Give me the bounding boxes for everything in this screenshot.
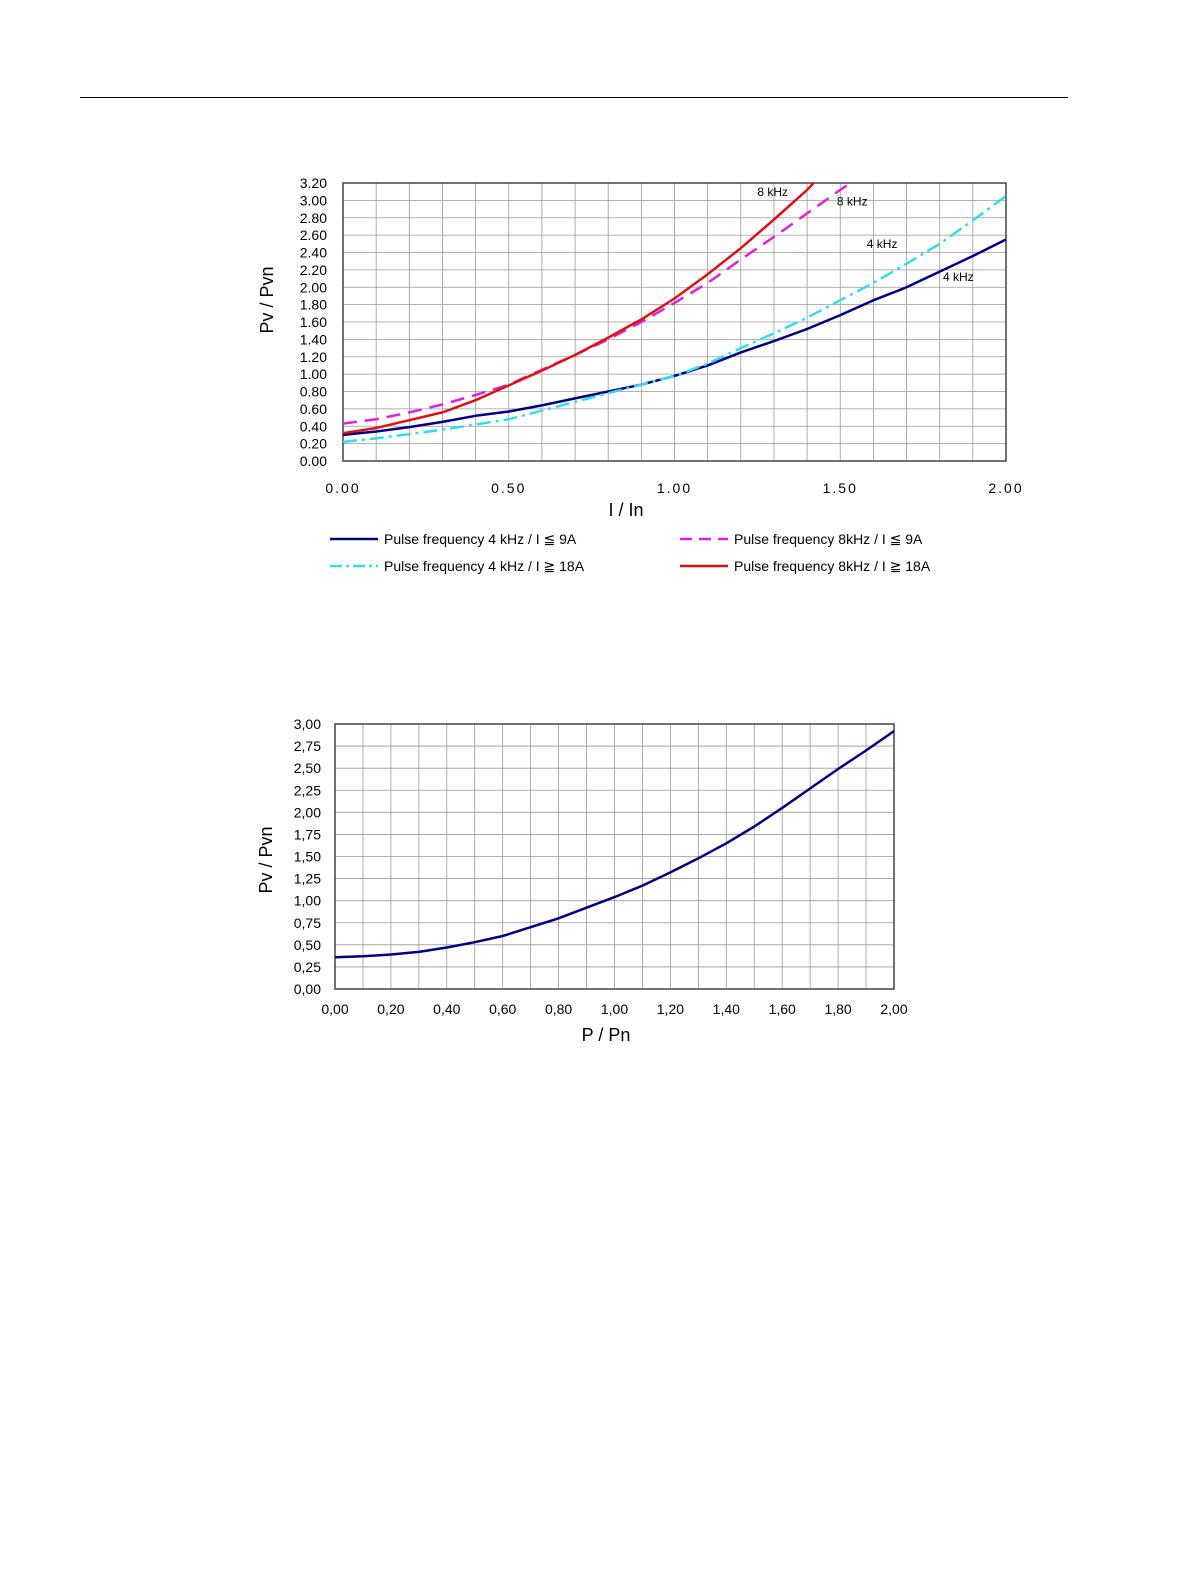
y-tick-label: 2.80 (300, 210, 327, 226)
chart-loss-vs-power: 0,00 0,25 0,50 0,75 1,00 1,25 1,50 1,75 2,00 2,25… (256, 716, 908, 1045)
x-tick-label: 0.50 (491, 480, 526, 496)
y-tick-label: 1,50 (294, 849, 321, 865)
chart2-plot-frame (334, 723, 895, 990)
series-annotation: 8 kHz (757, 185, 788, 199)
y-tick-label: 0,00 (294, 981, 321, 997)
chart1-series (342, 181, 1007, 444)
y-tick-label: 0.80 (300, 384, 327, 400)
series-line-4 (342, 182, 815, 435)
series-annotation: 4 kHz (867, 237, 898, 251)
chart1-legend: Pulse frequency 4 kHz / I ≦ 9A Pulse fre… (330, 531, 931, 574)
chart1-plot-frame (342, 182, 1007, 462)
y-tick-label: 0.00 (300, 453, 327, 469)
chart1-x-ticks: 0.00 0.50 1.00 1.50 2.00 (325, 480, 1023, 496)
chart1-y-ticks: 0.000.20 0.400.600.80 1.001.20 1.401.601.80… (300, 175, 327, 469)
x-tick-label: 1,60 (769, 1001, 796, 1017)
header-rule (80, 97, 1068, 98)
y-tick-label: 1,25 (294, 871, 321, 887)
chart2-series (334, 730, 895, 959)
y-tick-label: 0,75 (294, 915, 321, 931)
x-tick-label: 0,20 (377, 1001, 404, 1017)
series-line-1 (342, 238, 1007, 437)
chart2-grid (334, 723, 895, 990)
chart2-y-axis-label: Pv / Pvn (256, 826, 276, 893)
y-tick-label: 1,75 (294, 826, 321, 842)
y-tick-label: 3,00 (294, 716, 321, 732)
legend-label-4khz-9a: Pulse frequency 4 kHz / I ≦ 9A (384, 531, 577, 547)
x-tick-label: 1.50 (823, 480, 858, 496)
y-tick-label: 2.20 (300, 262, 327, 278)
y-tick-label: 1.20 (300, 349, 327, 365)
x-tick-label: 0,80 (545, 1001, 572, 1017)
y-tick-label: 0,25 (294, 959, 321, 975)
y-tick-label: 0.40 (300, 418, 327, 434)
chart2-x-ticks: 0,00 0,20 0,40 0,60 0,80 1,00 1,20 1,40 1,60 1,80… (321, 1001, 907, 1017)
series-line-1 (334, 730, 895, 959)
y-tick-label: 1.60 (300, 314, 327, 330)
y-tick-label: 3.20 (300, 175, 327, 191)
y-tick-label: 2,00 (294, 804, 321, 820)
x-tick-label: 1.00 (657, 480, 692, 496)
legend-label-4khz-18a: Pulse frequency 4 kHz / I ≧ 18A (384, 558, 585, 574)
chart1-annotations: 8 kHz 8 kHz 4 kHz 4 kHz (757, 185, 973, 284)
series-annotation: 8 kHz (837, 195, 868, 209)
legend-label-8khz-18a: Pulse frequency 8kHz / I ≧ 18A (734, 558, 931, 574)
x-tick-label: 0,60 (489, 1001, 516, 1017)
y-tick-label: 2.00 (300, 279, 327, 295)
series-line-2 (342, 194, 1007, 444)
y-tick-label: 0.20 (300, 436, 327, 452)
x-tick-label: 0.00 (325, 480, 360, 496)
y-tick-label: 3.00 (300, 192, 327, 208)
y-tick-label: 1.40 (300, 331, 327, 347)
x-tick-label: 1,40 (713, 1001, 740, 1017)
chart1-y-axis-label: Pv / Pvn (257, 266, 277, 333)
y-tick-label: 1,00 (294, 893, 321, 909)
y-tick-label: 2,75 (294, 738, 321, 754)
series-line-3 (342, 181, 851, 425)
y-tick-label: 2.60 (300, 227, 327, 243)
y-tick-label: 0,50 (294, 937, 321, 953)
series-annotation: 4 kHz (943, 270, 974, 284)
x-tick-label: 1,80 (824, 1001, 851, 1017)
x-tick-label: 1,20 (657, 1001, 684, 1017)
x-tick-label: 0,40 (433, 1001, 460, 1017)
chart1-grid (342, 182, 1007, 462)
x-tick-label: 2.00 (988, 480, 1023, 496)
y-tick-label: 0.60 (300, 401, 327, 417)
y-tick-label: 2,50 (294, 760, 321, 776)
chart1-x-axis-label: I / In (608, 500, 643, 520)
x-tick-label: 1,00 (601, 1001, 628, 1017)
y-tick-label: 1.00 (300, 366, 327, 382)
legend-label-8khz-9a: Pulse frequency 8kHz / I ≦ 9A (734, 531, 923, 547)
chart2-y-ticks: 0,00 0,25 0,50 0,75 1,00 1,25 1,50 1,75 2,00 2,25… (294, 716, 321, 997)
y-tick-label: 2,25 (294, 782, 321, 798)
x-tick-label: 2,00 (880, 1001, 907, 1017)
chart2-x-axis-label: P / Pn (582, 1025, 631, 1045)
y-tick-label: 1.80 (300, 297, 327, 313)
y-tick-label: 2.40 (300, 245, 327, 261)
x-tick-label: 0,00 (321, 1001, 348, 1017)
chart-loss-vs-current: 0.000.200.400.600.801.001.201.401.601.80… (257, 175, 1023, 574)
